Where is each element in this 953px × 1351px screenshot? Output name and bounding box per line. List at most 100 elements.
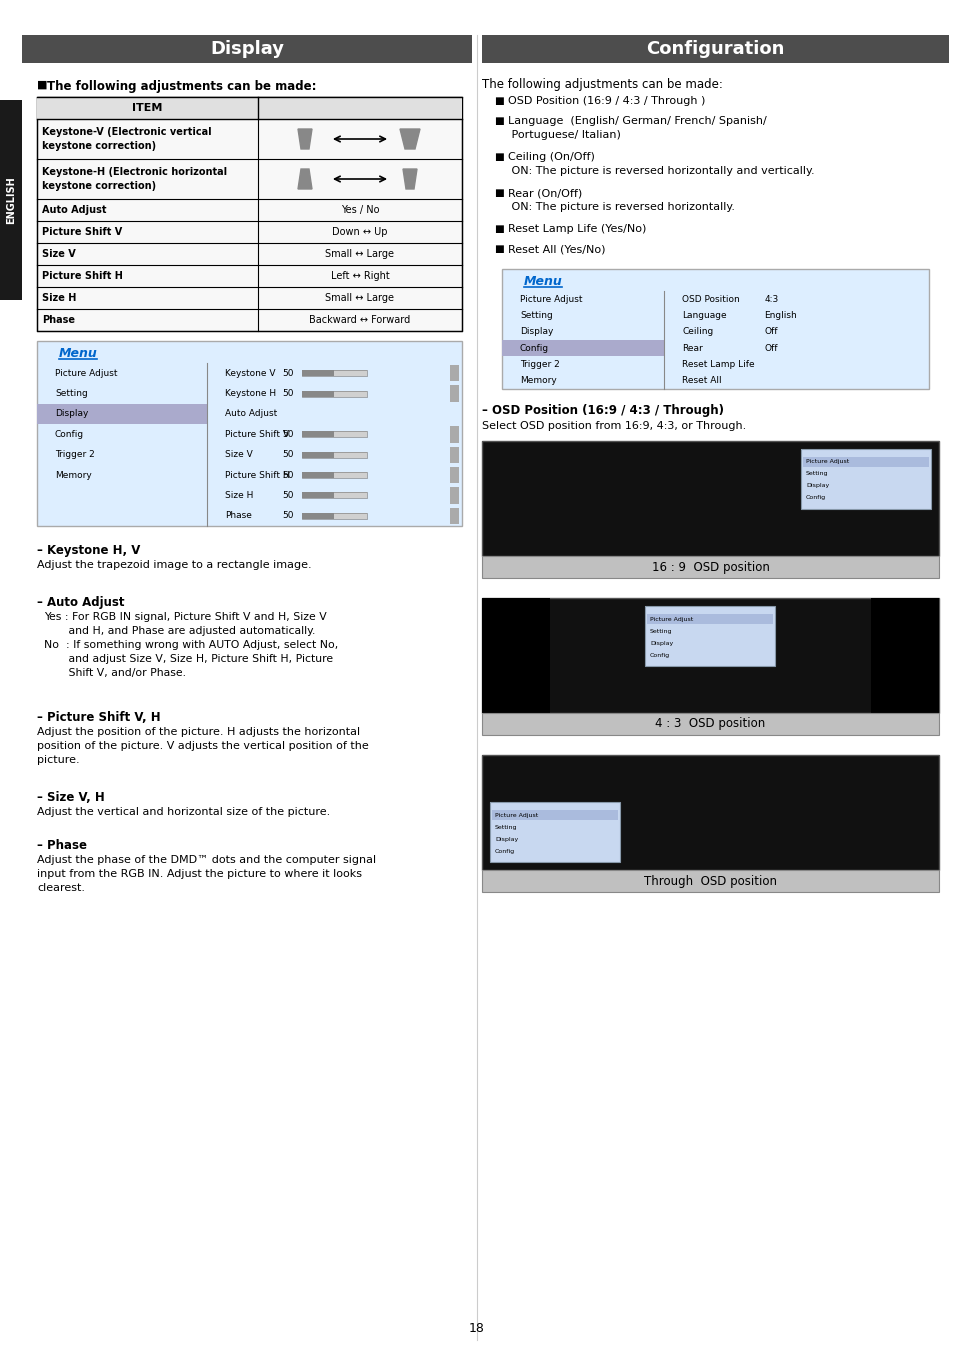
Text: Display: Display xyxy=(210,41,284,58)
Bar xyxy=(302,370,367,376)
Bar xyxy=(481,440,938,557)
Bar xyxy=(802,469,928,480)
Text: Auto Adjust: Auto Adjust xyxy=(42,205,107,215)
Bar xyxy=(802,457,928,467)
Text: The following adjustments can be made:: The following adjustments can be made: xyxy=(481,78,722,91)
Bar xyxy=(302,431,367,438)
Text: Adjust the phase of the DMD™ dots and the computer signal
input from the RGB IN.: Adjust the phase of the DMD™ dots and th… xyxy=(37,855,375,893)
Bar xyxy=(0,0,953,100)
Text: Adjust the vertical and horizontal size of the picture.: Adjust the vertical and horizontal size … xyxy=(37,807,330,817)
Text: Picture Shift V: Picture Shift V xyxy=(42,227,122,236)
Bar xyxy=(481,598,938,713)
Bar xyxy=(646,613,772,624)
Text: Menu: Menu xyxy=(523,276,562,288)
Text: 18: 18 xyxy=(469,1323,484,1335)
Text: Setting: Setting xyxy=(495,824,517,830)
Text: Setting: Setting xyxy=(55,389,88,399)
Text: Yes : For RGB IN signal, Picture Shift V and H, Size V
       and H, and Phase a: Yes : For RGB IN signal, Picture Shift V… xyxy=(44,612,338,678)
Text: Rear (On/Off)
 ON: The picture is reversed horizontally.: Rear (On/Off) ON: The picture is reverse… xyxy=(507,188,734,212)
Text: 4 : 3  OSD position: 4 : 3 OSD position xyxy=(655,717,765,731)
Bar xyxy=(302,513,335,519)
Bar xyxy=(302,390,335,397)
Text: Memory: Memory xyxy=(55,470,91,480)
Text: Rear: Rear xyxy=(681,343,702,353)
Bar xyxy=(302,390,367,397)
Bar xyxy=(492,821,618,832)
Text: ■: ■ xyxy=(494,153,503,162)
Bar xyxy=(646,650,772,661)
Text: OSD Position (16:9 / 4:3 / Through ): OSD Position (16:9 / 4:3 / Through ) xyxy=(507,96,704,105)
Text: Through  OSD position: Through OSD position xyxy=(643,874,776,888)
Polygon shape xyxy=(297,169,312,189)
Text: – Picture Shift V, H: – Picture Shift V, H xyxy=(37,711,160,724)
Text: Setting: Setting xyxy=(805,471,827,477)
Bar xyxy=(450,426,458,443)
Text: Phase: Phase xyxy=(225,511,252,520)
Bar xyxy=(302,370,335,376)
Text: Size H: Size H xyxy=(225,490,253,500)
Text: Yes / No: Yes / No xyxy=(340,205,379,215)
Text: Select OSD position from 16:9, 4:3, or Through.: Select OSD position from 16:9, 4:3, or T… xyxy=(481,422,745,431)
Text: – Auto Adjust: – Auto Adjust xyxy=(37,596,125,609)
Text: Config: Config xyxy=(55,430,84,439)
Bar xyxy=(302,492,335,499)
Bar xyxy=(37,340,461,526)
Text: ITEM: ITEM xyxy=(132,103,163,113)
Text: ■: ■ xyxy=(494,224,503,234)
Polygon shape xyxy=(297,128,312,149)
Text: Auto Adjust: Auto Adjust xyxy=(225,409,277,419)
Bar xyxy=(801,449,930,509)
Bar xyxy=(37,404,207,424)
Text: 50: 50 xyxy=(282,490,294,500)
Text: Trigger 2: Trigger 2 xyxy=(519,359,559,369)
Text: Keystone-H (Electronic horizontal
keystone correction): Keystone-H (Electronic horizontal keysto… xyxy=(42,168,227,190)
Text: Adjust the position of the picture. H adjusts the horizontal
position of the pic: Adjust the position of the picture. H ad… xyxy=(37,727,369,765)
Bar xyxy=(450,508,458,524)
Bar xyxy=(802,493,928,503)
Text: Language: Language xyxy=(681,311,726,320)
Text: Display: Display xyxy=(519,327,553,336)
Text: Reset Lamp Life: Reset Lamp Life xyxy=(681,359,754,369)
Text: 50: 50 xyxy=(282,470,294,480)
Text: Reset Lamp Life (Yes/No): Reset Lamp Life (Yes/No) xyxy=(507,224,646,234)
Bar xyxy=(22,35,472,63)
Text: Memory: Memory xyxy=(519,377,557,385)
Text: Keystone V: Keystone V xyxy=(225,369,275,378)
Text: Backward ↔ Forward: Backward ↔ Forward xyxy=(309,315,410,326)
Text: Reset All: Reset All xyxy=(681,377,721,385)
Text: ■: ■ xyxy=(494,188,503,199)
Text: 50: 50 xyxy=(282,450,294,459)
Bar xyxy=(501,269,928,389)
Text: Keystone-V (Electronic vertical
keystone correction): Keystone-V (Electronic vertical keystone… xyxy=(42,127,212,150)
Text: – OSD Position (16:9 / 4:3 / Through): – OSD Position (16:9 / 4:3 / Through) xyxy=(481,404,723,417)
Bar xyxy=(481,870,938,892)
Bar xyxy=(302,513,367,519)
Bar xyxy=(870,598,938,713)
Text: Picture Shift H: Picture Shift H xyxy=(42,272,123,281)
Text: Config: Config xyxy=(805,496,825,500)
Text: Picture Adjust: Picture Adjust xyxy=(805,459,848,465)
Text: 16 : 9  OSD position: 16 : 9 OSD position xyxy=(651,561,769,574)
Bar xyxy=(302,492,367,499)
Text: Configuration: Configuration xyxy=(645,41,784,58)
Bar xyxy=(302,390,367,397)
Bar xyxy=(37,340,461,526)
Bar xyxy=(37,97,461,119)
Bar xyxy=(302,471,335,478)
Text: – Size V, H: – Size V, H xyxy=(37,790,105,804)
Text: Picture Shift H: Picture Shift H xyxy=(225,470,290,480)
Text: Reset All (Yes/No): Reset All (Yes/No) xyxy=(507,245,605,254)
Bar xyxy=(450,467,458,484)
Text: – Phase: – Phase xyxy=(37,839,87,852)
Text: Menu: Menu xyxy=(59,347,97,359)
Text: Picture Adjust: Picture Adjust xyxy=(649,616,693,621)
Bar xyxy=(481,557,938,578)
Bar xyxy=(644,607,774,666)
Text: Display: Display xyxy=(805,484,828,489)
Text: Small ↔ Large: Small ↔ Large xyxy=(325,249,395,259)
Text: 50: 50 xyxy=(282,430,294,439)
Text: Down ↔ Up: Down ↔ Up xyxy=(332,227,387,236)
Bar xyxy=(492,846,618,857)
Text: ■: ■ xyxy=(494,96,503,105)
Text: Keystone H: Keystone H xyxy=(225,389,275,399)
